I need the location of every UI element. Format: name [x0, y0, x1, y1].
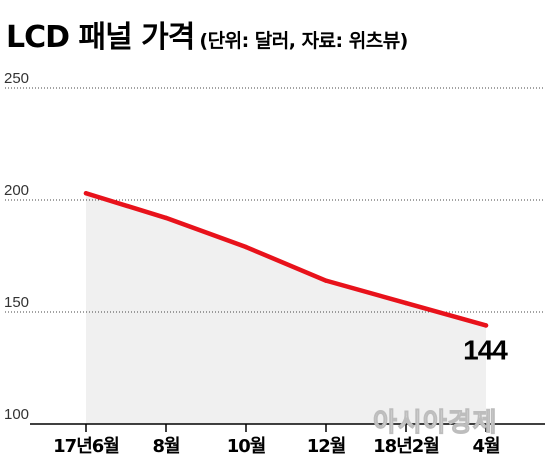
series-line — [83, 191, 489, 328]
data-point-5 — [483, 323, 489, 328]
x-tick-label-1: 8월 — [152, 436, 180, 457]
chart-title: LCD 패널 가격 — [6, 20, 195, 55]
chart-subtitle: (단위: 달러, 자료: 위츠뷰) — [199, 30, 408, 52]
x-tick-label-4: 18년2월 — [373, 436, 439, 457]
data-label-5: 144 — [463, 334, 508, 365]
data-point-3 — [323, 278, 329, 283]
y-tick-label-200: 200 — [4, 182, 29, 199]
watermark-logo: 아시아경제 — [373, 408, 498, 439]
y-tick-label-150: 150 — [4, 294, 29, 311]
data-point-1 — [163, 215, 169, 221]
data-point-2 — [243, 244, 249, 250]
y-tick-label-100: 100 — [4, 406, 29, 423]
x-tick-label-5: 4월 — [472, 436, 500, 457]
data-point-0 — [83, 191, 89, 196]
y-tick-label-250: 250 — [4, 70, 29, 87]
x-tick-label-0: 17년6월 — [53, 436, 119, 457]
x-tick-label-3: 12월 — [307, 436, 346, 457]
area-fill — [86, 193, 486, 424]
data-point-4 — [403, 300, 409, 306]
x-tick-label-2: 10월 — [227, 436, 266, 457]
chart-title-block: LCD 패널 가격 (단위: 달러, 자료: 위츠뷰) — [6, 12, 408, 56]
